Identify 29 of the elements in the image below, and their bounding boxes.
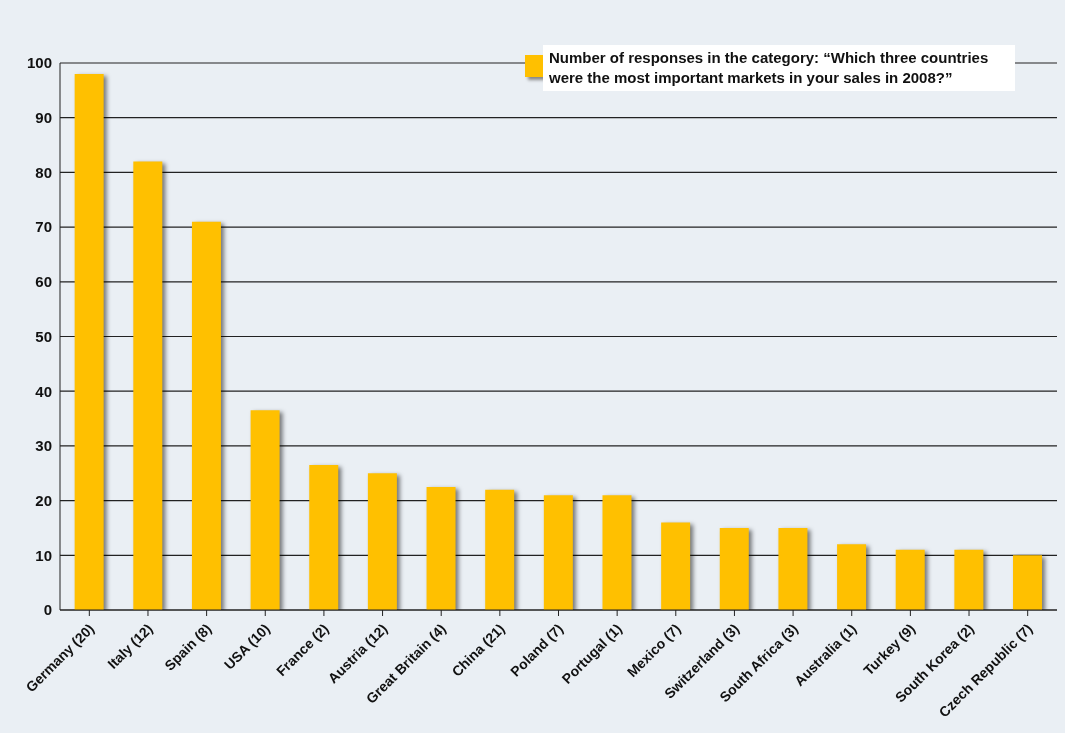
bar	[485, 489, 515, 610]
y-tick-label: 0	[43, 601, 52, 619]
bar	[250, 410, 280, 610]
y-tick-label: 30	[35, 437, 52, 455]
y-tick-label: 40	[35, 382, 52, 400]
bar	[309, 465, 339, 610]
bar	[1013, 555, 1043, 610]
y-tick-label: 90	[35, 109, 52, 127]
bar	[191, 221, 221, 610]
bar	[367, 473, 397, 610]
y-tick-label: 50	[35, 327, 52, 345]
bar	[719, 527, 749, 610]
bar	[602, 495, 632, 610]
bar	[895, 549, 925, 610]
y-tick-label: 10	[35, 546, 52, 564]
bar	[426, 486, 456, 610]
y-tick-label: 80	[35, 163, 52, 181]
bar	[543, 495, 573, 610]
legend-label: Number of responses in the category: “Which three countries were the most important markets in your sales in 2008?”	[543, 45, 1015, 91]
bar	[133, 161, 163, 610]
y-tick-label: 20	[35, 491, 52, 509]
bar	[837, 544, 867, 610]
bar	[778, 527, 808, 610]
y-tick-label: 100	[26, 54, 52, 72]
bar	[954, 549, 984, 610]
y-tick-label: 70	[35, 218, 52, 236]
bar	[661, 522, 691, 610]
y-tick-label: 60	[35, 273, 52, 291]
bar	[74, 73, 104, 610]
